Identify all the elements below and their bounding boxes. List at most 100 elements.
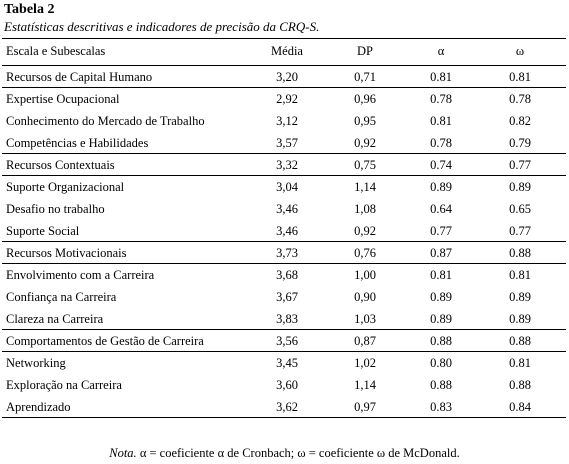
- header-cell: ω: [515, 44, 525, 58]
- group-rule: [2, 175, 566, 176]
- cell: 0,97: [354, 400, 376, 414]
- cell: 3,56: [276, 334, 298, 348]
- table-title: Tabela 2: [4, 2, 55, 17]
- cell: 1,14: [354, 378, 376, 392]
- cell: 3,04: [276, 180, 298, 194]
- cell: 1,02: [354, 356, 376, 370]
- row-label: Conhecimento do Mercado de Trabalho: [6, 114, 205, 128]
- cell: 0.89: [430, 290, 452, 304]
- group-rule: [2, 351, 566, 352]
- cell: 0.89: [509, 290, 531, 304]
- cell: 3,46: [276, 224, 298, 238]
- header-cell: Média: [271, 44, 303, 58]
- row-label: Networking: [6, 356, 66, 370]
- cell: 3,45: [276, 356, 298, 370]
- cell: 0.78: [430, 92, 452, 106]
- note-label: Nota.: [109, 446, 137, 460]
- row-label: Suporte Organizacional: [6, 180, 125, 194]
- header-cell: Escala e Subescalas: [6, 44, 106, 58]
- top-rule: [2, 38, 566, 39]
- row-label: Recursos de Capital Humano: [6, 70, 153, 84]
- cell: 0.74: [430, 158, 452, 172]
- cell: 1,03: [354, 312, 376, 326]
- note-text: α = coeficiente α de Cronbach; ω = coefi…: [139, 446, 460, 460]
- cell: 0.79: [509, 136, 531, 150]
- row-label: Confiança na Carreira: [6, 290, 117, 304]
- cell: 3,32: [276, 158, 298, 172]
- cell: 0,92: [354, 224, 376, 238]
- group-rule: [2, 263, 566, 264]
- cell: 3,20: [276, 70, 298, 84]
- group-rule: [2, 241, 566, 242]
- cell: 3,83: [276, 312, 298, 326]
- cell: 0.77: [430, 224, 452, 238]
- row-label: Competências e Habilidades: [6, 136, 149, 150]
- cell: 0.78: [430, 136, 452, 150]
- cell: 3,57: [276, 136, 298, 150]
- cell: 0.88: [430, 378, 452, 392]
- cell: 0,71: [354, 70, 376, 84]
- cell: 0,75: [354, 158, 376, 172]
- group-rule: [2, 87, 566, 88]
- cell: 3,62: [276, 400, 298, 414]
- cell: 0.81: [509, 268, 531, 282]
- row-label: Suporte Social: [6, 224, 80, 238]
- cell: 0.81: [509, 356, 531, 370]
- cell: 0,96: [354, 92, 376, 106]
- cell: 0.88: [430, 334, 452, 348]
- cell: 0.65: [509, 202, 531, 216]
- row-label: Exploração na Carreira: [6, 378, 122, 392]
- cell: 0.81: [509, 70, 531, 84]
- cell: 1,14: [354, 180, 376, 194]
- row-label: Envolvimento com a Carreira: [6, 268, 155, 282]
- row-label: Clareza na Carreira: [6, 312, 104, 326]
- cell: 0,92: [354, 136, 376, 150]
- cell: 0,95: [354, 114, 376, 128]
- cell: 0.80: [430, 356, 452, 370]
- header-rule: [2, 65, 566, 66]
- cell: 1,08: [354, 202, 376, 216]
- cell: 0.81: [430, 70, 452, 84]
- cell: 0.89: [430, 312, 452, 326]
- cell: 0.88: [509, 334, 531, 348]
- cell: 0.81: [430, 114, 452, 128]
- cell: 3,73: [276, 246, 298, 260]
- row-label: Comportamentos de Gestão de Carreira: [6, 334, 204, 348]
- cell: 0.77: [509, 224, 531, 238]
- cell: 0,87: [354, 334, 376, 348]
- cell: 3,60: [276, 378, 298, 392]
- cell: 0.89: [509, 180, 531, 194]
- row-label: Desafio no trabalho: [6, 202, 105, 216]
- cell: 0.89: [509, 312, 531, 326]
- cell: 3,68: [276, 268, 298, 282]
- row-label: Recursos Contextuais: [6, 158, 115, 172]
- row-label: Aprendizado: [6, 400, 71, 414]
- row-label: Recursos Motivacionais: [6, 246, 127, 260]
- cell: 2,92: [276, 92, 298, 106]
- cell: 0.64: [430, 202, 452, 216]
- cell: 0.81: [430, 268, 452, 282]
- cell: 0.78: [509, 92, 531, 106]
- group-rule: [2, 329, 566, 330]
- cell: 0,76: [354, 246, 376, 260]
- cell: 0.83: [430, 400, 452, 414]
- table-subtitle: Estatísticas descritivas e indicadores d…: [4, 19, 320, 34]
- cell: 1,00: [354, 268, 376, 282]
- cell: 3,46: [276, 202, 298, 216]
- cell: 0.89: [430, 180, 452, 194]
- cell: 3,12: [276, 114, 298, 128]
- group-rule: [2, 153, 566, 154]
- cell: 0.87: [430, 246, 452, 260]
- cell: 0,90: [354, 290, 376, 304]
- row-label: Expertise Ocupacional: [6, 92, 120, 106]
- cell: 0.84: [509, 400, 531, 414]
- cell: 0.88: [509, 378, 531, 392]
- header-cell: α: [437, 44, 445, 58]
- cell: 0.82: [509, 114, 531, 128]
- cell: 0.88: [509, 246, 531, 260]
- header-cell: DP: [357, 44, 373, 58]
- cell: 0.77: [509, 158, 531, 172]
- note: Nota. α = coeficiente α de Cronbach; ω =…: [0, 445, 569, 461]
- cell: 3,67: [276, 290, 298, 304]
